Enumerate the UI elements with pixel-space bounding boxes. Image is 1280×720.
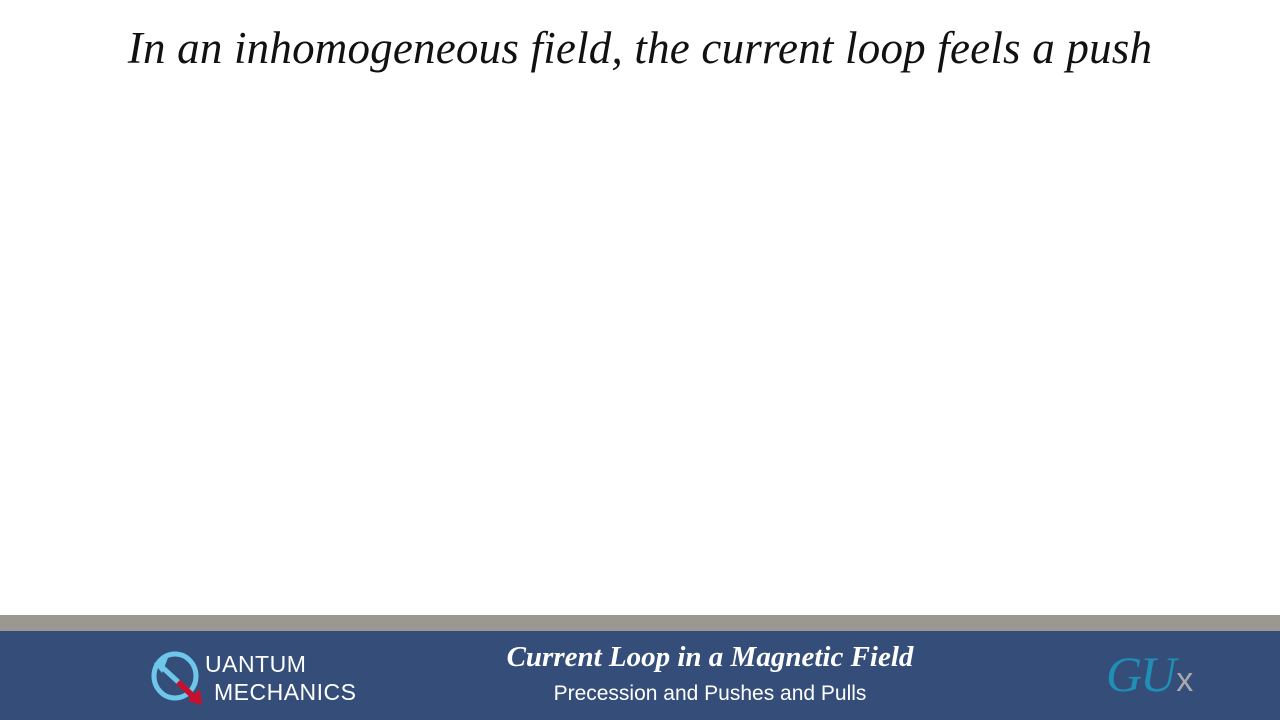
footer-bar: UANTUM MECHANICS Current Loop in a Magne… (0, 631, 1280, 720)
gux-logo-gu: GU (1106, 646, 1176, 702)
logo-text-line1: UANTUM (205, 651, 307, 677)
footer-divider-strip (0, 615, 1280, 631)
gux-logo: GUx (1106, 645, 1216, 709)
lecture-subtitle: Precession and Pushes and Pulls (553, 682, 867, 705)
slide-canvas: In an inhomogeneous field, the current l… (127, 23, 1153, 73)
quantum-q-arrow-icon (151, 651, 202, 705)
quantum-mechanics-logo: UANTUM MECHANICS (148, 645, 378, 707)
logo-text-line2: MECHANICS (214, 679, 357, 705)
lecture-title: Current Loop in a Magnetic Field (506, 641, 914, 673)
slide-title: In an inhomogeneous field, the current l… (127, 23, 1153, 73)
gux-logo-x: x (1176, 661, 1194, 699)
